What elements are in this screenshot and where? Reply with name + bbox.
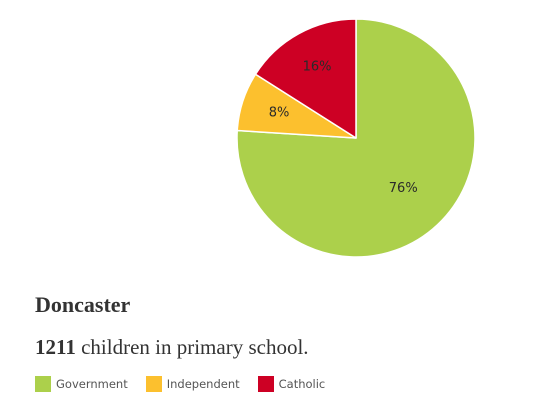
subtitle-text: children in primary school. [75, 335, 309, 359]
chart-title: Doncaster [35, 292, 131, 317]
children-count: 1211 [35, 335, 76, 359]
legend-swatch-government [35, 376, 51, 392]
pie-chart: 76% 8% 16% [236, 18, 476, 258]
legend-swatch-catholic [257, 376, 274, 392]
legend-item-independent: Independent [145, 376, 240, 392]
legend-swatch-independent [145, 376, 162, 392]
legend-item-government: Government [35, 376, 128, 392]
legend-label-catholic: Catholic [278, 377, 326, 391]
pie-slice-government [236, 18, 476, 258]
chart-subtitle: 1211 children in primary school. [35, 335, 309, 360]
pie-label-government: 76% [389, 181, 418, 196]
legend-label-government: Government [56, 377, 128, 391]
pie-slice-catholic [254, 18, 357, 139]
legend: Government Independent Catholic [35, 376, 343, 392]
legend-label-independent: Independent [166, 377, 240, 391]
legend-item-catholic: Catholic [257, 376, 326, 392]
pie-label-independent: 8% [269, 105, 290, 120]
pie-label-catholic: 16% [303, 60, 332, 75]
